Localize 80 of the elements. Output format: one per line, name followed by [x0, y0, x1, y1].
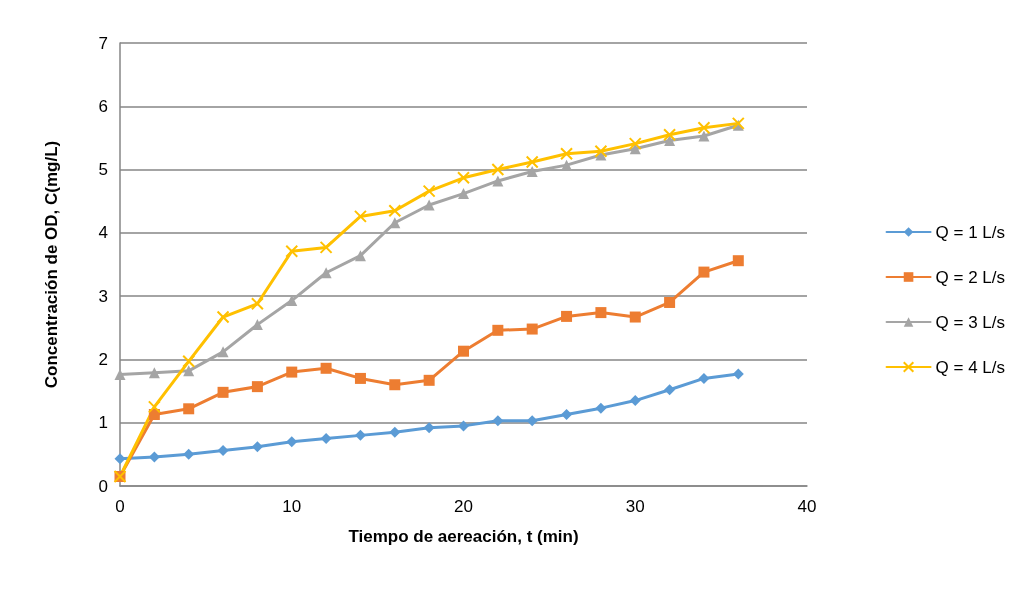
point	[457, 171, 470, 185]
point	[492, 175, 504, 187]
point	[664, 384, 676, 396]
y-tick-label: 7	[98, 33, 108, 53]
point	[697, 121, 711, 135]
point	[183, 403, 195, 415]
point	[560, 147, 574, 161]
point	[354, 372, 366, 384]
legend-label: Q = 2 L/s	[935, 267, 1005, 287]
point	[629, 311, 641, 323]
point	[698, 266, 710, 278]
point	[148, 367, 160, 379]
point	[492, 415, 504, 427]
point	[732, 255, 744, 267]
point	[183, 448, 195, 460]
point	[286, 436, 298, 448]
point	[595, 402, 607, 414]
point	[285, 244, 299, 258]
y-tick-label: 6	[98, 96, 108, 116]
point	[217, 386, 229, 398]
point	[595, 307, 607, 319]
point	[561, 310, 573, 322]
y-tick-label: 0	[98, 476, 108, 496]
y-tick-label: 4	[98, 223, 108, 243]
point	[698, 130, 710, 142]
point	[525, 155, 539, 169]
point	[286, 366, 298, 378]
point	[422, 184, 436, 198]
x-tick-label: 40	[797, 497, 817, 516]
point	[182, 354, 196, 368]
point	[389, 379, 401, 391]
point	[423, 199, 435, 211]
point	[594, 144, 608, 158]
point	[250, 297, 264, 311]
point	[147, 400, 161, 414]
point	[217, 346, 229, 358]
point	[354, 429, 366, 441]
point	[319, 240, 333, 254]
legend-label: Q = 1 L/s	[935, 222, 1005, 242]
point	[732, 368, 744, 380]
x-axis-title: Tiempo de aereación, t (min)	[348, 527, 579, 546]
point	[561, 408, 573, 420]
y-tick-label: 3	[98, 286, 108, 306]
point	[628, 137, 642, 151]
point	[458, 345, 469, 357]
point	[526, 415, 538, 427]
point	[423, 422, 435, 434]
y-tick-label: 1	[98, 413, 108, 433]
y-tick-label: 2	[98, 349, 108, 369]
point	[183, 365, 195, 377]
point	[389, 426, 401, 438]
legend-label: Q = 3 L/s	[935, 312, 1005, 332]
point	[526, 323, 538, 335]
x-tick-label: 30	[625, 497, 645, 516]
point	[491, 163, 505, 177]
point	[320, 362, 332, 374]
point	[458, 188, 469, 200]
x-tick-label: 10	[282, 497, 302, 516]
point	[629, 395, 641, 407]
point	[526, 165, 538, 177]
point	[353, 209, 367, 223]
x-tick-label: 0	[115, 497, 125, 516]
point	[251, 441, 263, 453]
legend-label: Q = 4 L/s	[935, 357, 1005, 377]
point	[217, 445, 229, 457]
point	[320, 433, 332, 445]
point	[388, 204, 402, 218]
point	[354, 250, 366, 262]
x-tick-label: 20	[454, 497, 473, 516]
point	[216, 310, 230, 324]
point	[423, 374, 435, 386]
point	[492, 324, 504, 336]
point	[698, 372, 710, 384]
y-axis-title: Concentración de OD, C(mg/L)	[42, 140, 61, 389]
point	[251, 381, 263, 393]
point	[664, 296, 676, 308]
point	[320, 267, 332, 279]
y-tick-label: 5	[98, 160, 108, 180]
point	[663, 128, 677, 142]
point	[458, 420, 469, 432]
